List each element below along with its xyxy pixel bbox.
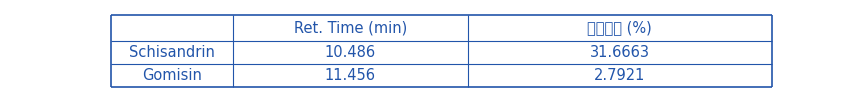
Text: Ret. Time (min): Ret. Time (min) <box>294 21 407 36</box>
Bar <box>468 15 771 41</box>
Text: 31.6663: 31.6663 <box>590 45 650 60</box>
Text: Gomisin: Gomisin <box>142 68 202 83</box>
Text: 11.456: 11.456 <box>325 68 376 83</box>
Bar <box>468 64 771 87</box>
Bar <box>233 41 468 64</box>
Bar <box>111 15 233 41</box>
Text: Schisandrin: Schisandrin <box>129 45 215 60</box>
Text: 상대함량 (%): 상대함량 (%) <box>587 21 652 36</box>
Bar <box>233 64 468 87</box>
Bar <box>111 64 233 87</box>
Bar <box>111 41 233 64</box>
Text: 2.7921: 2.7921 <box>594 68 645 83</box>
Text: 10.486: 10.486 <box>325 45 376 60</box>
Bar <box>468 41 771 64</box>
Bar <box>233 15 468 41</box>
